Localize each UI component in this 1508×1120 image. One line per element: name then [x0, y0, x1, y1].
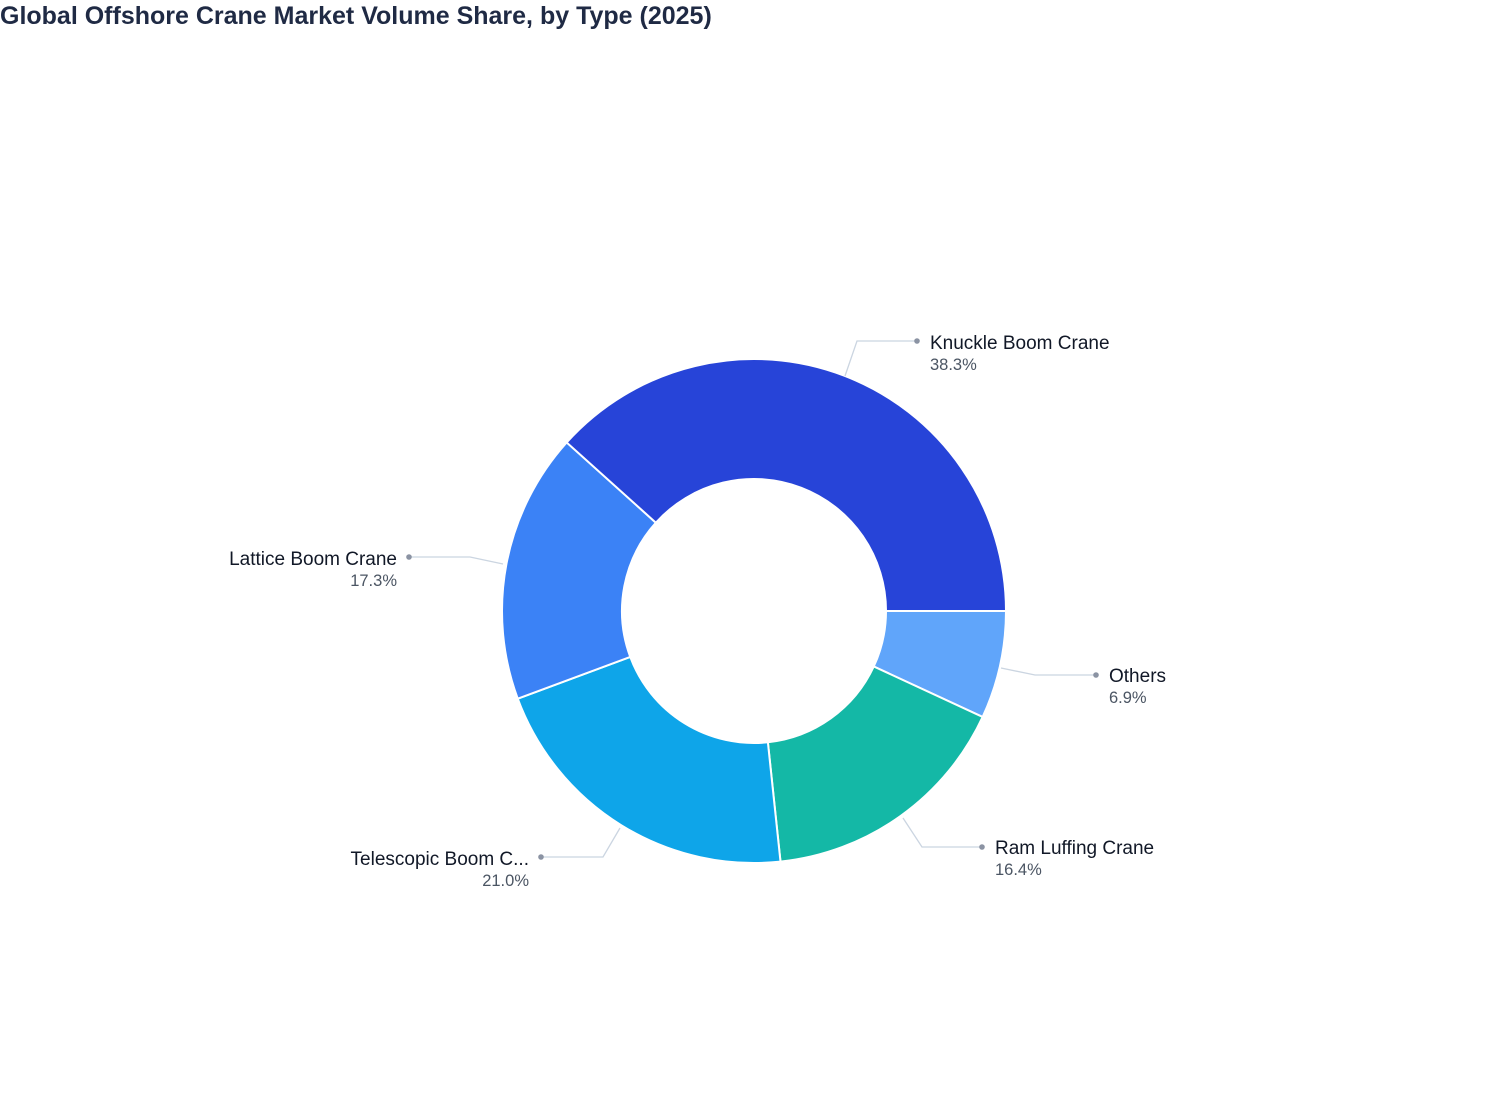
leader-dot-knuckle-boom-crane [914, 338, 920, 344]
slice-label-knuckle-boom-crane: Knuckle Boom Crane [930, 333, 1110, 354]
leader-line-knuckle-boom-crane [844, 340, 917, 377]
slice-value-lattice-boom-crane: 17.3% [350, 572, 397, 590]
leader-line-telescopic-boom-c [541, 827, 621, 858]
slice-value-knuckle-boom-crane: 38.3% [930, 356, 977, 374]
leader-dot-lattice-boom-crane [406, 554, 412, 560]
leader-line-lattice-boom-crane [409, 556, 504, 565]
leader-line-others [1000, 667, 1096, 676]
slice-label-telescopic-boom-c: Telescopic Boom C... [351, 849, 529, 870]
slice-ram-luffing-crane[interactable] [766, 665, 984, 863]
slice-knuckle-boom-crane[interactable] [565, 357, 1008, 612]
slice-label-ram-luffing-crane: Ram Luffing Crane [995, 838, 1154, 859]
leader-dot-telescopic-boom-c [538, 854, 544, 860]
leader-lines [406, 338, 1099, 860]
chart-title: Global Offshore Crane Market Volume Shar… [0, 2, 712, 30]
slice-lattice-boom-crane[interactable] [501, 441, 658, 700]
donut-slices [501, 357, 1008, 864]
slice-label-others: Others [1109, 666, 1166, 687]
leader-dot-ram-luffing-crane [979, 844, 985, 850]
slice-label-lattice-boom-crane: Lattice Boom Crane [229, 549, 397, 570]
leader-line-ram-luffing-crane [902, 817, 982, 848]
slice-labels: Others 6.9% Ram Luffing Crane 16.4% Telescop… [229, 333, 1166, 890]
slice-value-others: 6.9% [1109, 689, 1147, 707]
slice-value-ram-luffing-crane: 16.4% [995, 861, 1042, 879]
slice-telescopic-boom-c[interactable] [516, 655, 782, 864]
leader-dot-others [1093, 672, 1099, 678]
slice-value-telescopic-boom-c: 21.0% [482, 872, 529, 890]
